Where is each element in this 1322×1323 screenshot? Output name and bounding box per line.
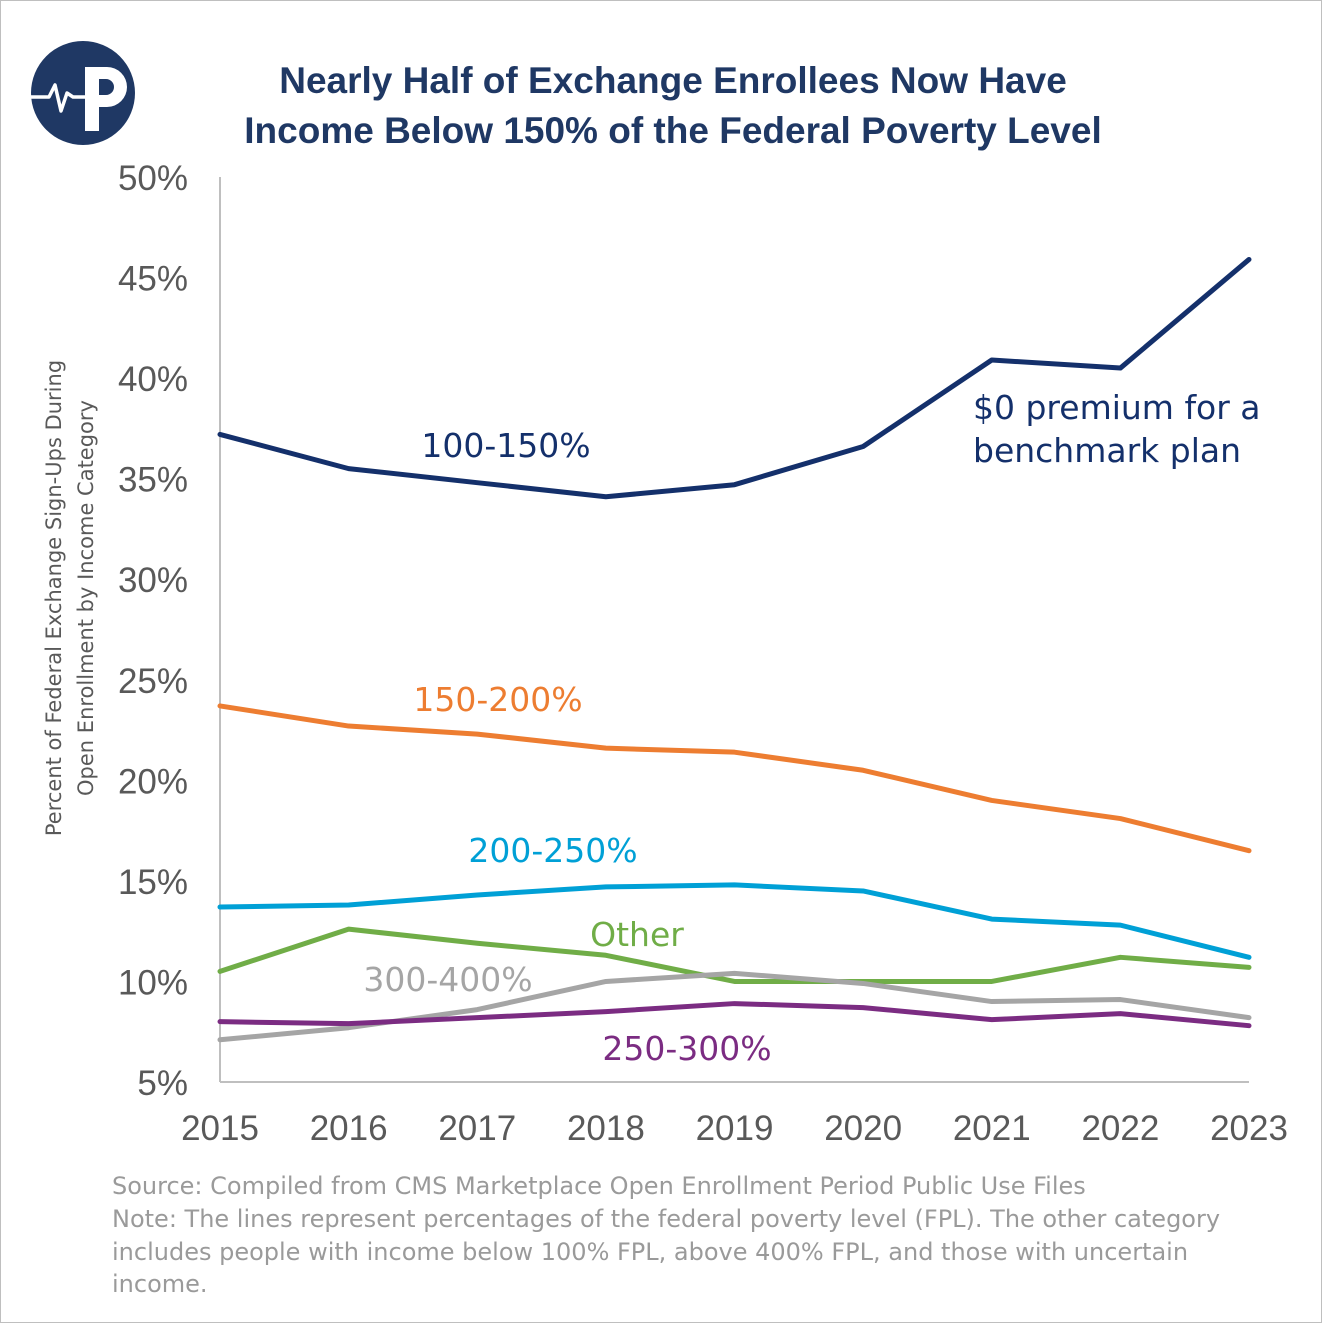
y-tick-label: 25% (118, 662, 188, 701)
series-label-150-200: 150-200% (413, 680, 582, 719)
x-tick-label: 2016 (310, 1109, 388, 1148)
y-tick-label: 45% (118, 260, 188, 299)
x-tick-labels: 2015 2016 2017 2018 2019 2020 2021 2022 2023 (181, 1109, 1288, 1148)
heartbeat-p-logo-icon: P (31, 41, 135, 145)
note-line-3: income. (112, 1270, 208, 1298)
series-line-200-250 (217, 882, 1252, 960)
x-tick-label: 2019 (696, 1109, 774, 1148)
chart-title-line-2: Income Below 150% of the Federal Poverty… (244, 110, 1101, 151)
x-tick-label: 2018 (567, 1109, 645, 1148)
series-label-100-150: 100-150% (421, 426, 590, 465)
series-label-other: Other (590, 915, 684, 954)
series-label-200-250: 200-250% (468, 831, 637, 870)
y-tick-label: 20% (118, 762, 188, 801)
y-axis-title: Percent of Federal Exchange Sign-Ups Dur… (42, 360, 98, 836)
y-tick-label: 15% (118, 863, 188, 902)
source-note: Source: Compiled from CMS Marketplace Op… (112, 1172, 1086, 1200)
y-tick-label: 30% (118, 561, 188, 600)
y-tick-labels: 5% 10% 15% 20% 25% 30% 35% 40% 45% 50% (118, 159, 188, 1103)
note-line-1: Note: The lines represent percentages of… (112, 1205, 1220, 1233)
y-tick-label: 5% (137, 1064, 188, 1103)
series-line-100-150 (217, 256, 1252, 500)
x-tick-label: 2021 (953, 1109, 1031, 1148)
y-tick-label: 35% (118, 461, 188, 500)
x-tick-label: 2020 (824, 1109, 902, 1148)
series-label-250-300: 250-300% (602, 1029, 771, 1068)
series-line-150-200 (217, 703, 1252, 854)
x-tick-label: 2022 (1081, 1109, 1159, 1148)
y-axis-title-line-1: Percent of Federal Exchange Sign-Ups Dur… (42, 360, 66, 836)
x-tick-label: 2017 (438, 1109, 516, 1148)
x-tick-label: 2015 (181, 1109, 259, 1148)
annotation-line-1: $0 premium for a (973, 388, 1261, 427)
x-tick-label: 2023 (1210, 1109, 1288, 1148)
series-lines (217, 256, 1252, 1043)
y-axis-title-line-2: Open Enrollment by Income Category (74, 400, 98, 796)
series-line-other (217, 926, 1252, 984)
annotation-line-2: benchmark plan (973, 431, 1241, 470)
chart-title-line-1: Nearly Half of Exchange Enrollees Now Ha… (279, 60, 1067, 101)
y-tick-label: 10% (118, 963, 188, 1002)
y-tick-label: 40% (118, 360, 188, 399)
series-label-300-400: 300-400% (363, 960, 532, 999)
y-tick-label: 50% (118, 159, 188, 198)
note-line-2: includes people with income below 100% F… (112, 1238, 1188, 1266)
series-line-250-300 (217, 1001, 1252, 1029)
